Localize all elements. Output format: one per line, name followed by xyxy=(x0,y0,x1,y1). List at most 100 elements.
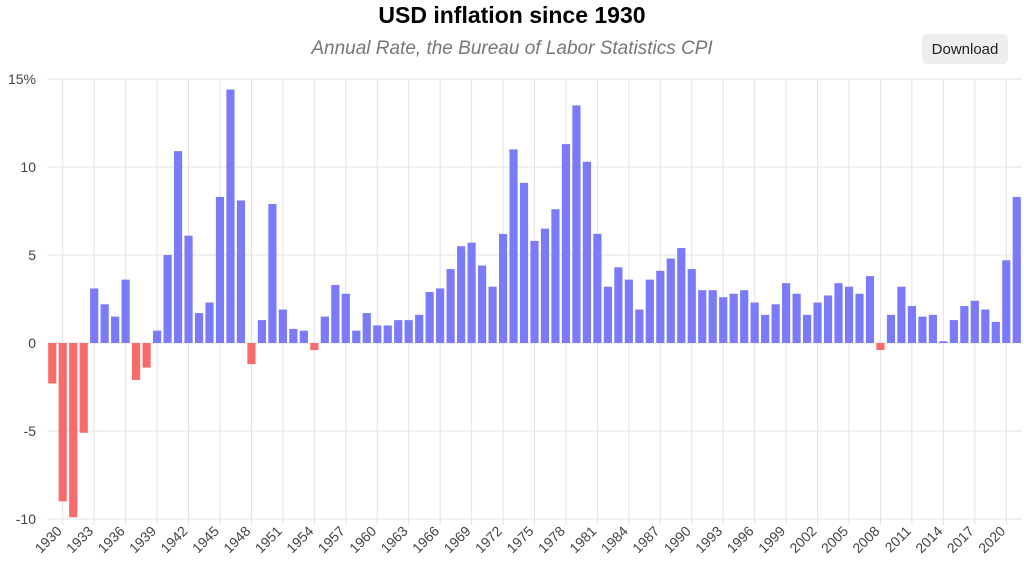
bar-2019[interactable] xyxy=(991,321,1000,343)
bar-1958[interactable] xyxy=(352,330,361,343)
x-tick-label: 1984 xyxy=(598,523,631,556)
bar-1968[interactable] xyxy=(457,246,466,343)
bar-1955[interactable] xyxy=(320,316,329,343)
x-tick-label: 2011 xyxy=(881,523,914,556)
bar-1972[interactable] xyxy=(498,233,508,343)
bar-1977[interactable] xyxy=(551,209,560,343)
bar-1962[interactable] xyxy=(394,320,403,343)
bar-2010[interactable] xyxy=(897,286,906,343)
bar-1959[interactable] xyxy=(362,313,371,343)
bar-1943[interactable] xyxy=(194,313,204,343)
bar-2017[interactable] xyxy=(970,300,979,343)
bar-1986[interactable] xyxy=(645,279,654,343)
x-tick-label: 1939 xyxy=(126,523,159,556)
bar-2020[interactable] xyxy=(1002,260,1011,343)
bar-1963[interactable] xyxy=(404,320,413,343)
x-tick-label: 1933 xyxy=(63,523,96,556)
bar-1940[interactable] xyxy=(163,255,172,343)
download-button[interactable]: Download xyxy=(922,34,1008,64)
bar-1964[interactable] xyxy=(415,314,424,343)
bar-1975[interactable] xyxy=(530,240,539,343)
bar-1932[interactable] xyxy=(79,343,88,433)
bar-1953[interactable] xyxy=(299,330,308,343)
bar-1993[interactable] xyxy=(719,297,728,343)
bar-1992[interactable] xyxy=(708,290,717,343)
bar-1933[interactable] xyxy=(90,288,99,343)
bar-2007[interactable] xyxy=(865,276,875,343)
bar-1945[interactable] xyxy=(215,196,225,343)
bar-2011[interactable] xyxy=(907,306,917,343)
bar-1947[interactable] xyxy=(236,200,246,343)
bar-1934[interactable] xyxy=(100,304,109,343)
bar-1985[interactable] xyxy=(635,309,644,343)
bar-1991[interactable] xyxy=(698,290,707,343)
bar-1973[interactable] xyxy=(509,149,518,343)
bar-1938[interactable] xyxy=(142,343,151,368)
bar-1946[interactable] xyxy=(226,89,235,343)
bar-2021[interactable] xyxy=(1012,196,1021,343)
bar-1931[interactable] xyxy=(69,343,78,518)
bar-1951[interactable] xyxy=(278,309,287,343)
bar-1936[interactable] xyxy=(121,279,130,343)
bar-2012[interactable] xyxy=(918,316,927,343)
bar-1970[interactable] xyxy=(477,265,487,343)
bar-2018[interactable] xyxy=(981,309,990,343)
bar-1999[interactable] xyxy=(782,283,791,343)
bar-2014[interactable] xyxy=(939,341,948,343)
bar-1969[interactable] xyxy=(467,242,476,343)
bar-2013[interactable] xyxy=(928,314,937,343)
bar-1941[interactable] xyxy=(173,151,183,343)
bar-1948[interactable] xyxy=(247,343,256,365)
bar-2015[interactable] xyxy=(949,320,958,343)
bar-1971[interactable] xyxy=(488,286,497,343)
bar-1995[interactable] xyxy=(740,290,749,343)
bar-1954[interactable] xyxy=(310,343,319,351)
bar-1942[interactable] xyxy=(184,235,193,343)
bar-1974[interactable] xyxy=(519,182,529,343)
x-tick-label: 2005 xyxy=(818,523,851,556)
bar-2016[interactable] xyxy=(960,306,969,343)
bar-1979[interactable] xyxy=(572,105,581,344)
bar-2006[interactable] xyxy=(855,293,864,343)
bar-1967[interactable] xyxy=(446,269,455,343)
bar-1952[interactable] xyxy=(289,328,298,343)
bar-1989[interactable] xyxy=(677,247,686,343)
bar-2001[interactable] xyxy=(802,314,812,343)
bar-1982[interactable] xyxy=(603,286,612,343)
bar-1956[interactable] xyxy=(331,284,340,343)
bar-1983[interactable] xyxy=(614,267,623,343)
bar-2008[interactable] xyxy=(876,343,885,351)
bar-1950[interactable] xyxy=(268,203,277,343)
bar-1976[interactable] xyxy=(540,228,550,343)
bar-1987[interactable] xyxy=(656,270,665,343)
bar-1949[interactable] xyxy=(257,320,267,343)
bar-1984[interactable] xyxy=(624,279,633,343)
bar-1929[interactable] xyxy=(48,343,57,384)
bar-1990[interactable] xyxy=(687,269,696,343)
bar-2009[interactable] xyxy=(886,314,896,343)
bar-1981[interactable] xyxy=(593,233,602,343)
bar-1994[interactable] xyxy=(729,293,738,343)
bar-1937[interactable] xyxy=(132,343,141,380)
bar-1960[interactable] xyxy=(373,325,382,343)
y-tick-label: -5 xyxy=(24,423,37,439)
bar-1966[interactable] xyxy=(436,288,445,343)
bar-2004[interactable] xyxy=(834,283,843,343)
bar-1957[interactable] xyxy=(341,293,350,343)
bar-1935[interactable] xyxy=(111,316,120,343)
bar-1939[interactable] xyxy=(152,330,162,343)
bar-1965[interactable] xyxy=(425,291,434,343)
bar-1978[interactable] xyxy=(561,144,571,343)
bar-2003[interactable] xyxy=(823,295,833,343)
bar-2002[interactable] xyxy=(813,302,822,343)
bar-1980[interactable] xyxy=(582,161,592,343)
bar-1961[interactable] xyxy=(383,325,392,343)
bar-1997[interactable] xyxy=(761,314,770,343)
bar-1988[interactable] xyxy=(666,258,675,343)
bar-1944[interactable] xyxy=(205,302,214,343)
bar-1996[interactable] xyxy=(750,302,759,343)
bar-1930[interactable] xyxy=(58,343,67,502)
bar-2005[interactable] xyxy=(844,286,854,343)
bar-2000[interactable] xyxy=(792,293,801,343)
bar-1998[interactable] xyxy=(771,304,780,343)
